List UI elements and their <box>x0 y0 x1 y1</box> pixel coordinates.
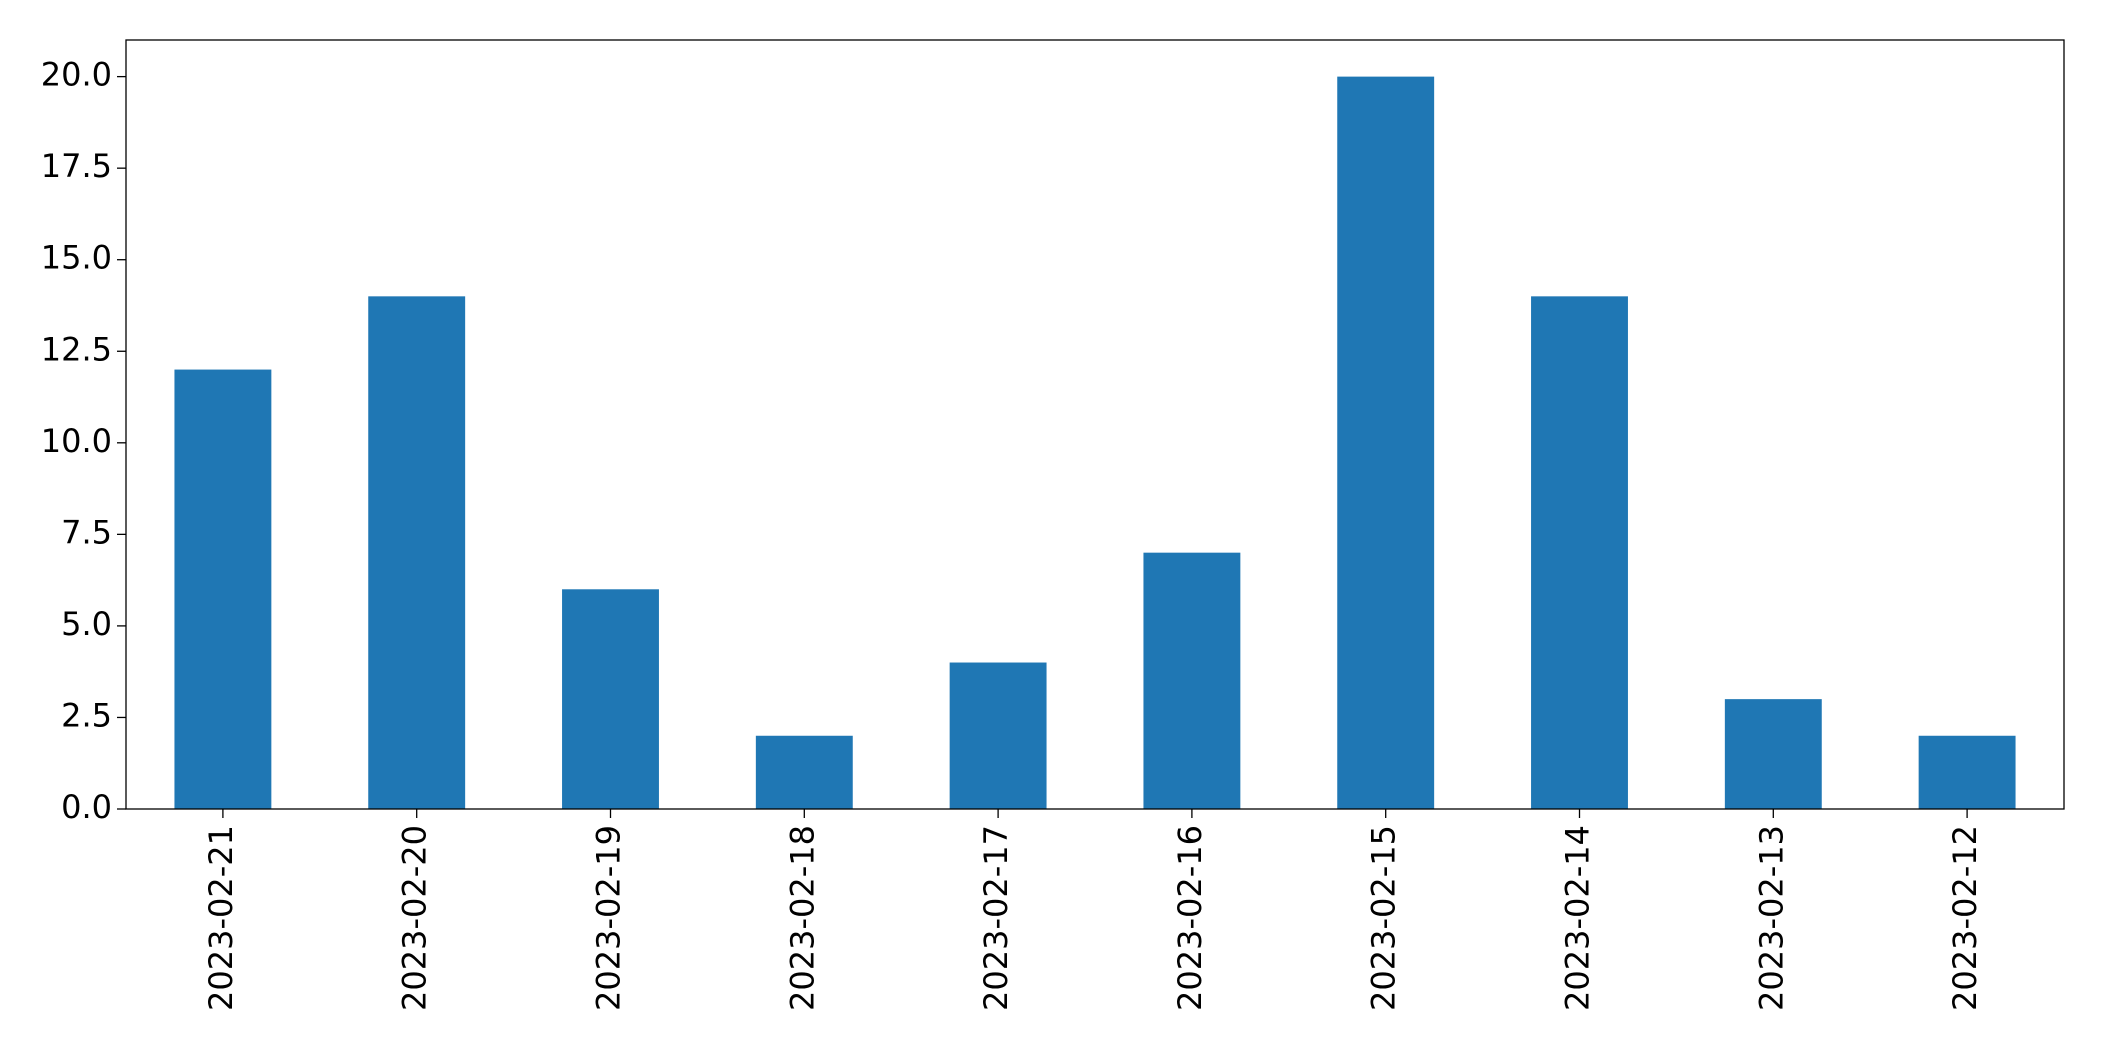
y-tick-label: 7.5 <box>61 513 112 551</box>
x-tick-label: 2023-02-18 <box>783 825 821 1011</box>
y-tick-label: 2.5 <box>61 696 112 734</box>
bar <box>1724 699 1822 809</box>
bar <box>1918 735 2016 809</box>
x-tick-label: 2023-02-15 <box>1365 825 1403 1011</box>
x-tick-label: 2023-02-14 <box>1559 825 1597 1011</box>
plot-frame <box>125 39 2065 810</box>
bar <box>368 296 466 809</box>
x-tick-label: 2023-02-16 <box>1171 825 1209 1011</box>
x-tick-label: 2023-02-21 <box>202 825 240 1011</box>
y-tick-label: 5.0 <box>61 605 112 643</box>
x-tick-label: 2023-02-13 <box>1752 825 1790 1011</box>
y-tick-label: 0.0 <box>61 788 112 826</box>
y-tick-label: 20.0 <box>41 56 112 94</box>
y-tick-label: 10.0 <box>41 422 112 460</box>
bar <box>755 735 853 809</box>
x-tick-label: 2023-02-20 <box>396 825 434 1011</box>
bar <box>174 369 272 809</box>
y-tick-label: 17.5 <box>41 147 112 185</box>
y-tick-label: 15.0 <box>41 239 112 277</box>
x-tick-label: 2023-02-12 <box>1946 825 1984 1011</box>
bar <box>949 662 1047 809</box>
x-tick-label: 2023-02-17 <box>977 825 1015 1011</box>
bar <box>1143 552 1241 809</box>
bar <box>1337 76 1435 810</box>
x-tick-label: 2023-02-19 <box>590 825 628 1011</box>
bar <box>562 589 659 809</box>
y-tick-label: 12.5 <box>41 330 112 368</box>
bar <box>1531 296 1628 809</box>
